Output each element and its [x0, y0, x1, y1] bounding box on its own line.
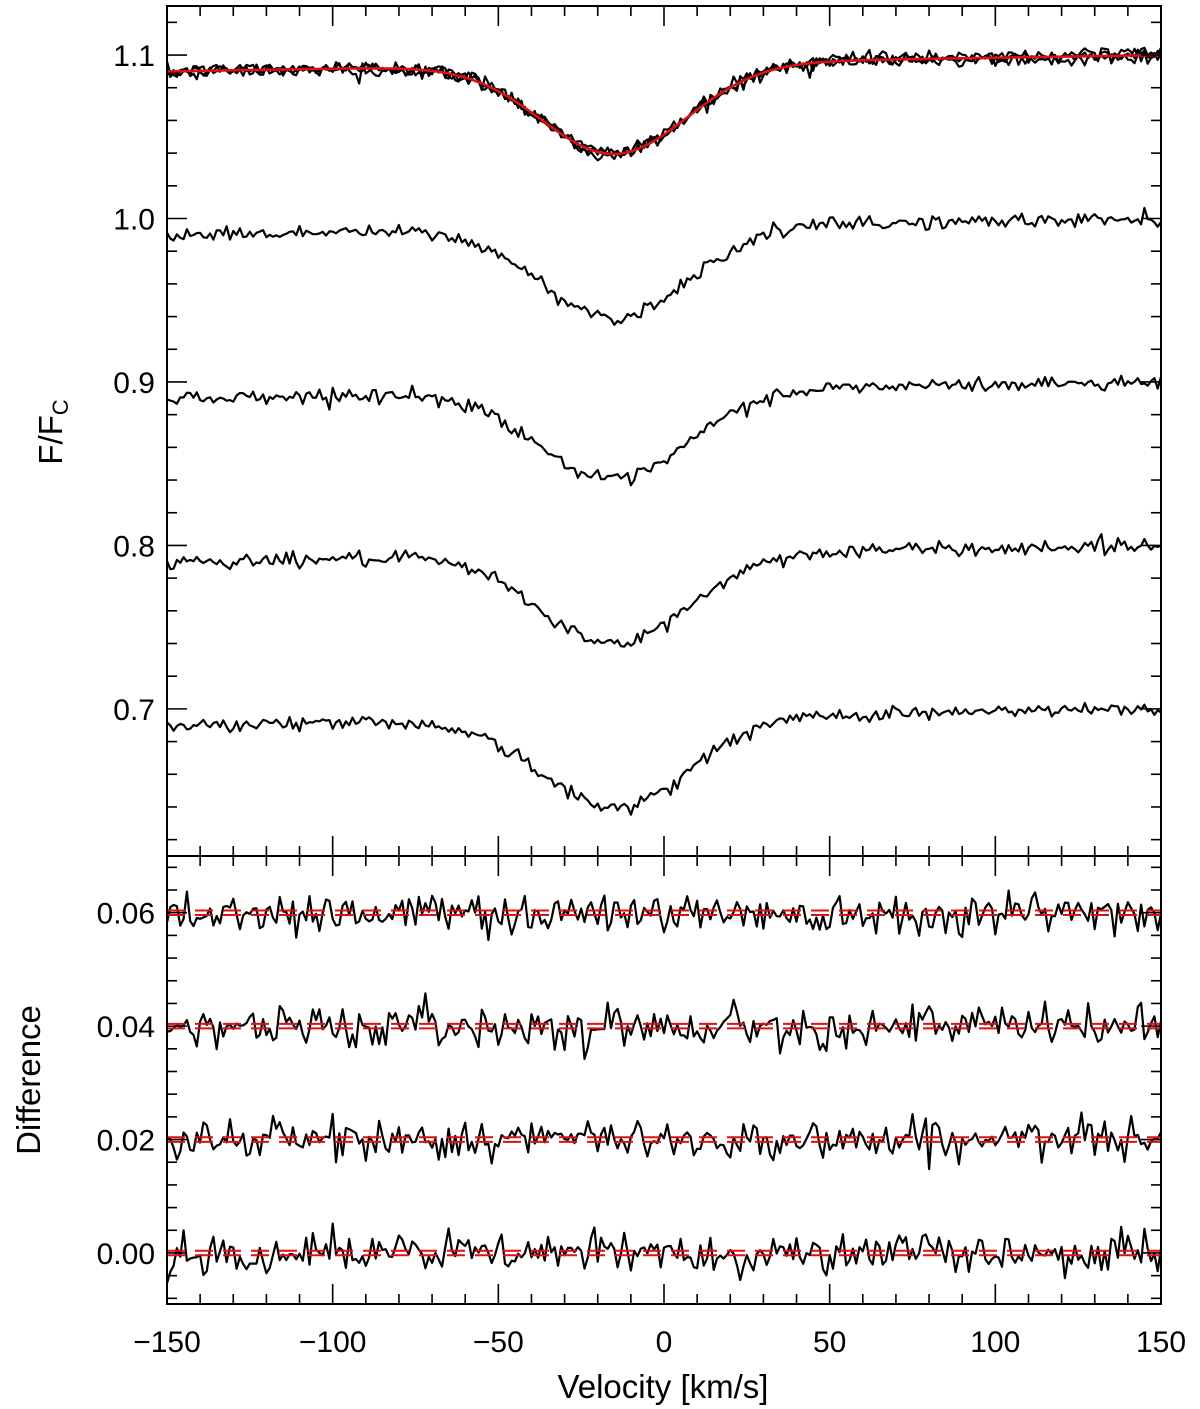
x-tick-label: −50	[473, 1326, 524, 1359]
residual-line	[166, 1111, 1162, 1171]
observed-profile-line	[165, 533, 1162, 648]
observed-profile-line	[166, 47, 1162, 159]
tick-labels: 0.7 0.8 0.9 1.0 1.1 0.00 0.02 0.04 0.06 −150 −100 −…	[97, 40, 1186, 1359]
x-tick-label: −100	[299, 1326, 367, 1359]
y-tick-label: 0.02	[97, 1125, 155, 1158]
y-tick-label: 0.8	[113, 530, 155, 563]
y-tick-label: 0.06	[97, 898, 155, 931]
y-tick-label: 0.9	[113, 367, 155, 400]
y-tick-label: 1.0	[113, 204, 155, 237]
y-tick-label: 0.00	[97, 1238, 155, 1271]
x-tick-label: 100	[970, 1326, 1020, 1359]
x-tick-label: 50	[813, 1326, 846, 1359]
y-tick-label: 0.7	[113, 694, 155, 727]
bottom-y-axis-title: Difference	[10, 1005, 47, 1155]
observed-profile-line	[166, 701, 1162, 816]
x-axis-title: Velocity [km/s]	[558, 1368, 769, 1405]
residual-line	[165, 1222, 1163, 1284]
bottom-panel-differences	[165, 889, 1163, 1284]
x-tick-label: −150	[133, 1326, 201, 1359]
y-tick-label: 0.04	[97, 1011, 155, 1044]
model-profile-line	[166, 53, 1162, 156]
x-tick-label: 0	[656, 1326, 673, 1359]
x-tick-label: 150	[1136, 1326, 1186, 1359]
y-tick-label: 1.1	[113, 40, 155, 73]
observed-profile-line	[166, 374, 1163, 487]
residual-line	[166, 992, 1163, 1060]
observed-profile-line	[166, 206, 1162, 326]
axis-ticks	[166, 6, 1162, 1304]
top-panel-flux-profiles	[165, 46, 1163, 816]
top-y-axis-title: F/FC	[32, 399, 73, 464]
residual-line	[165, 889, 1163, 942]
